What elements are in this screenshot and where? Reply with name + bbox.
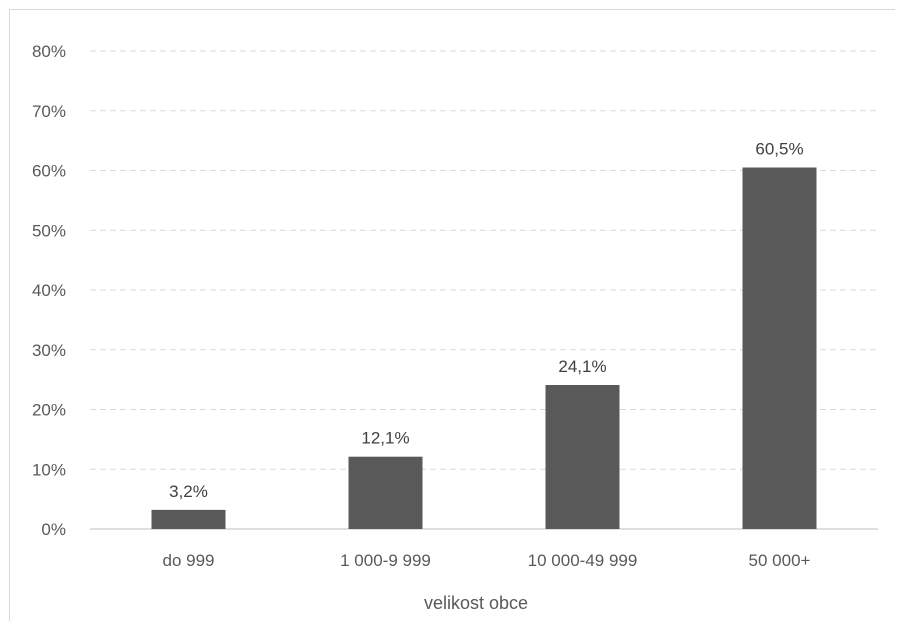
bar [545, 385, 620, 529]
y-tick-label: 30% [32, 341, 66, 360]
bar [742, 167, 817, 529]
data-label: 24,1% [558, 357, 606, 376]
x-tick-label: 50 000+ [749, 551, 811, 570]
data-labels: 3,2% 12,1% 24,1% 60,5% [169, 140, 803, 501]
bar [151, 509, 226, 529]
x-tick-label: 10 000-49 999 [528, 551, 638, 570]
y-tick-label: 60% [32, 162, 66, 181]
y-tick-label: 50% [32, 221, 66, 240]
y-tick-label: 20% [32, 401, 66, 420]
data-label: 3,2% [169, 482, 208, 501]
x-tick-label: 1 000-9 999 [340, 551, 431, 570]
x-axis-title: velikost obce [424, 593, 528, 613]
bar [348, 456, 423, 529]
data-label: 12,1% [361, 429, 409, 448]
y-axis-tick-labels: 0% 10% 20% 30% 40% 50% 60% 70% 80% [32, 42, 66, 539]
y-tick-label: 10% [32, 460, 66, 479]
chart-frame [9, 9, 895, 621]
x-axis-tick-labels: do 999 1 000-9 999 10 000-49 999 50 000+ [163, 551, 811, 570]
y-tick-label: 70% [32, 102, 66, 121]
bars [151, 167, 817, 529]
y-tick-label: 80% [32, 42, 66, 61]
x-tick-label: do 999 [163, 551, 215, 570]
gridlines [90, 50, 878, 530]
y-tick-label: 0% [41, 520, 66, 539]
data-label: 60,5% [755, 140, 803, 159]
y-tick-label: 40% [32, 281, 66, 300]
